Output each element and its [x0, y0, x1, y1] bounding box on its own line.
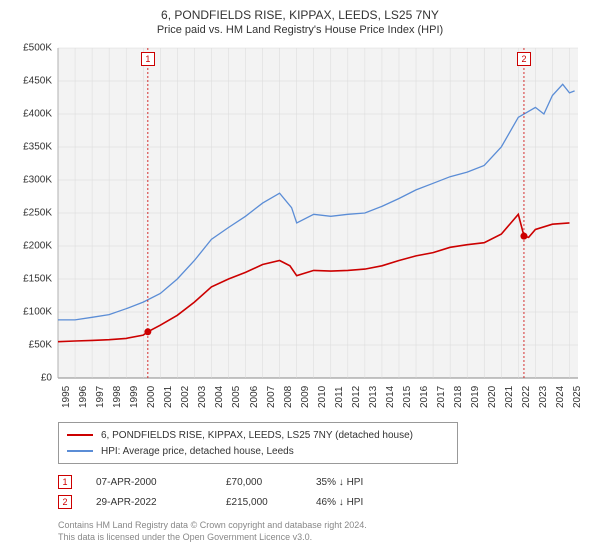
y-axis-label: £350K [14, 142, 52, 153]
x-axis-label: 1998 [112, 386, 123, 408]
y-axis-label: £100K [14, 307, 52, 318]
x-axis-label: 2001 [163, 386, 174, 408]
x-axis-label: 2017 [436, 386, 447, 408]
legend-label: 6, PONDFIELDS RISE, KIPPAX, LEEDS, LS25 … [101, 430, 413, 441]
chart-svg [14, 42, 586, 414]
x-axis-label: 2015 [402, 386, 413, 408]
legend: 6, PONDFIELDS RISE, KIPPAX, LEEDS, LS25 … [58, 422, 458, 464]
legend-swatch [67, 434, 93, 436]
x-axis-label: 1995 [61, 386, 72, 408]
x-axis-label: 2020 [487, 386, 498, 408]
x-axis-label: 2005 [231, 386, 242, 408]
sale-marker-icon: 2 [58, 495, 72, 509]
sale-marker-box: 1 [141, 52, 155, 66]
x-axis-label: 2024 [555, 386, 566, 408]
sale-marker-number: 1 [62, 477, 67, 487]
x-axis-label: 2003 [197, 386, 208, 408]
sales-table: 1 07-APR-2000 £70,000 35% ↓ HPI 2 29-APR… [58, 472, 586, 512]
legend-swatch [67, 450, 93, 452]
sale-hpi-diff: 35% ↓ HPI [316, 477, 436, 488]
sale-marker-icon: 1 [58, 475, 72, 489]
chart-title: 6, PONDFIELDS RISE, KIPPAX, LEEDS, LS25 … [14, 8, 586, 22]
footnote: Contains HM Land Registry data © Crown c… [58, 520, 586, 543]
y-axis-label: £300K [14, 175, 52, 186]
x-axis-label: 2013 [368, 386, 379, 408]
x-axis-label: 2010 [317, 386, 328, 408]
table-row: 1 07-APR-2000 £70,000 35% ↓ HPI [58, 472, 586, 492]
y-axis-label: £200K [14, 241, 52, 252]
sale-price: £70,000 [226, 477, 316, 488]
y-axis-label: £150K [14, 274, 52, 285]
y-axis-label: £450K [14, 76, 52, 87]
x-axis-label: 2008 [283, 386, 294, 408]
legend-item-hpi: HPI: Average price, detached house, Leed… [67, 443, 449, 459]
series-hpi [58, 84, 575, 320]
sale-price: £215,000 [226, 497, 316, 508]
x-axis-label: 2012 [351, 386, 362, 408]
x-axis-label: 2025 [572, 386, 583, 408]
x-axis-label: 2016 [419, 386, 430, 408]
x-axis-label: 2019 [470, 386, 481, 408]
x-axis-label: 2023 [538, 386, 549, 408]
x-axis-label: 2006 [249, 386, 260, 408]
x-axis-label: 2021 [504, 386, 515, 408]
y-axis-label: £50K [14, 340, 52, 351]
sale-hpi-diff: 46% ↓ HPI [316, 497, 436, 508]
x-axis-label: 2018 [453, 386, 464, 408]
sale-date: 29-APR-2022 [96, 497, 226, 508]
y-axis-label: £500K [14, 43, 52, 54]
footnote-line: Contains HM Land Registry data © Crown c… [58, 520, 586, 532]
legend-label: HPI: Average price, detached house, Leed… [101, 446, 294, 457]
sale-marker-number: 2 [62, 497, 67, 507]
chart-subtitle: Price paid vs. HM Land Registry's House … [14, 24, 586, 36]
y-axis-label: £0 [14, 373, 52, 384]
table-row: 2 29-APR-2022 £215,000 46% ↓ HPI [58, 492, 586, 512]
x-axis-label: 2002 [180, 386, 191, 408]
x-axis-label: 2004 [214, 386, 225, 408]
sale-point [144, 328, 151, 335]
y-axis-label: £250K [14, 208, 52, 219]
sale-point [520, 233, 527, 240]
x-axis-label: 2014 [385, 386, 396, 408]
y-axis-label: £400K [14, 109, 52, 120]
x-axis-label: 1999 [129, 386, 140, 408]
x-axis-label: 2009 [300, 386, 311, 408]
chart-container: 6, PONDFIELDS RISE, KIPPAX, LEEDS, LS25 … [0, 0, 600, 560]
chart-area: £0 £50K £100K £150K £200K £250K £300K £350K £400… [14, 42, 586, 414]
x-axis-label: 1996 [78, 386, 89, 408]
x-axis-label: 2007 [266, 386, 277, 408]
x-axis-label: 2022 [521, 386, 532, 408]
sale-date: 07-APR-2000 [96, 477, 226, 488]
x-axis-label: 2000 [146, 386, 157, 408]
sale-marker-box: 2 [517, 52, 531, 66]
x-axis-label: 2011 [334, 386, 345, 408]
footnote-line: This data is licensed under the Open Gov… [58, 532, 586, 544]
x-axis-label: 1997 [95, 386, 106, 408]
legend-item-property: 6, PONDFIELDS RISE, KIPPAX, LEEDS, LS25 … [67, 427, 449, 443]
